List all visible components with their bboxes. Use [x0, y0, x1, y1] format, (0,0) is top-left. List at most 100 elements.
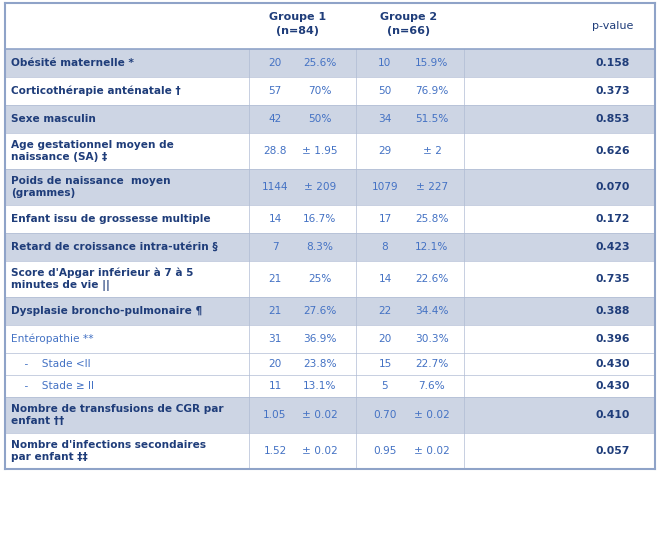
Bar: [5, 233, 655, 261]
Text: 13.1%: 13.1%: [303, 381, 337, 391]
Text: ± 2: ± 2: [422, 146, 442, 156]
Text: 30.3%: 30.3%: [415, 334, 449, 344]
Text: 36.9%: 36.9%: [303, 334, 337, 344]
Text: 0.70: 0.70: [374, 410, 397, 420]
Text: Groupe 1
(n=84): Groupe 1 (n=84): [269, 12, 326, 36]
Text: ± 0.02: ± 0.02: [414, 446, 450, 456]
Bar: [5, 297, 655, 325]
Text: 0.423: 0.423: [596, 242, 630, 252]
Text: ± 209: ± 209: [304, 182, 336, 192]
Text: 28.8: 28.8: [263, 146, 286, 156]
Text: 34: 34: [378, 114, 391, 124]
Text: 27.6%: 27.6%: [304, 306, 337, 316]
Text: 15: 15: [378, 359, 391, 369]
Text: Score d'Apgar inférieur à 7 à 5
minutes de vie ||: Score d'Apgar inférieur à 7 à 5 minutes …: [11, 268, 193, 291]
Text: Nombre d'infections secondaires
par enfant ‡‡: Nombre d'infections secondaires par enfa…: [11, 440, 206, 462]
Text: 51.5%: 51.5%: [415, 114, 449, 124]
Text: 8.3%: 8.3%: [306, 242, 333, 252]
Text: Poids de naissance  moyen
(grammes): Poids de naissance moyen (grammes): [11, 176, 171, 198]
Text: 7: 7: [272, 242, 279, 252]
Text: 0.626: 0.626: [596, 146, 630, 156]
Bar: [5, 49, 655, 77]
Text: 22.7%: 22.7%: [415, 359, 449, 369]
Text: 0.388: 0.388: [596, 306, 630, 316]
Text: Obésité maternelle *: Obésité maternelle *: [11, 58, 134, 68]
Text: ± 0.02: ± 0.02: [302, 410, 338, 420]
Text: 20: 20: [269, 58, 282, 68]
Bar: [5, 133, 655, 169]
Text: 25%: 25%: [308, 274, 332, 284]
Text: 70%: 70%: [308, 86, 332, 96]
Bar: [5, 353, 655, 375]
Text: 0.373: 0.373: [596, 86, 630, 96]
Bar: [5, 169, 655, 205]
Text: 23.8%: 23.8%: [303, 359, 337, 369]
Text: 1079: 1079: [372, 182, 399, 192]
Text: 11: 11: [269, 381, 282, 391]
Text: 17: 17: [378, 214, 391, 224]
Text: ± 1.95: ± 1.95: [302, 146, 338, 156]
Text: 1.05: 1.05: [263, 410, 286, 420]
Bar: [5, 105, 655, 133]
Text: ± 0.02: ± 0.02: [302, 446, 338, 456]
Text: 0.057: 0.057: [596, 446, 630, 456]
Text: 7.6%: 7.6%: [418, 381, 446, 391]
Bar: [5, 261, 655, 297]
Text: ± 227: ± 227: [416, 182, 448, 192]
Text: 0.430: 0.430: [596, 359, 630, 369]
Text: Nombre de transfusions de CGR par
enfant ††: Nombre de transfusions de CGR par enfant…: [11, 404, 224, 426]
Text: Dysplasie broncho-pulmonaire ¶: Dysplasie broncho-pulmonaire ¶: [11, 306, 202, 316]
Text: 15.9%: 15.9%: [415, 58, 449, 68]
Text: 57: 57: [269, 86, 282, 96]
Text: p-value: p-value: [592, 21, 634, 31]
Text: 0.396: 0.396: [596, 334, 630, 344]
Text: 50%: 50%: [308, 114, 332, 124]
Text: 0.172: 0.172: [596, 214, 630, 224]
Text: 0.95: 0.95: [374, 446, 397, 456]
Text: 8: 8: [381, 242, 388, 252]
Text: 31: 31: [269, 334, 282, 344]
Bar: [5, 397, 655, 433]
Text: 0.735: 0.735: [596, 274, 630, 284]
Text: 21: 21: [269, 306, 282, 316]
Text: Retard de croissance intra-utérin §: Retard de croissance intra-utérin §: [11, 242, 218, 252]
Text: 20: 20: [269, 359, 282, 369]
Text: 25.6%: 25.6%: [304, 58, 337, 68]
Text: Enfant issu de grossesse multiple: Enfant issu de grossesse multiple: [11, 214, 211, 224]
Text: -    Stade ≥ II: - Stade ≥ II: [11, 381, 94, 391]
Text: 14: 14: [378, 274, 391, 284]
Text: ± 0.02: ± 0.02: [414, 410, 450, 420]
Bar: [5, 433, 655, 469]
Text: Age gestationnel moyen de
naissance (SA) ‡: Age gestationnel moyen de naissance (SA)…: [11, 140, 174, 162]
Bar: [5, 375, 655, 397]
Text: 0.430: 0.430: [596, 381, 630, 391]
Text: 0.853: 0.853: [596, 114, 630, 124]
Bar: [5, 325, 655, 353]
Bar: [5, 3, 655, 49]
Text: 20: 20: [378, 334, 391, 344]
Text: 76.9%: 76.9%: [415, 86, 449, 96]
Text: Corticothérapie anténatale †: Corticothérapie anténatale †: [11, 86, 181, 96]
Text: 22: 22: [378, 306, 391, 316]
Text: 16.7%: 16.7%: [304, 214, 337, 224]
Text: 0.070: 0.070: [596, 182, 630, 192]
Text: 50: 50: [378, 86, 391, 96]
Text: 29: 29: [378, 146, 391, 156]
Text: Groupe 2
(n=66): Groupe 2 (n=66): [380, 12, 437, 36]
Text: Sexe masculin: Sexe masculin: [11, 114, 96, 124]
Text: Entéropathie **: Entéropathie **: [11, 334, 94, 344]
Bar: [5, 77, 655, 105]
Text: 25.8%: 25.8%: [415, 214, 449, 224]
Text: 14: 14: [269, 214, 282, 224]
Text: 34.4%: 34.4%: [415, 306, 449, 316]
Text: 21: 21: [269, 274, 282, 284]
Text: -    Stade <II: - Stade <II: [11, 359, 90, 369]
Text: 22.6%: 22.6%: [415, 274, 449, 284]
Text: 10: 10: [378, 58, 391, 68]
Text: 0.410: 0.410: [596, 410, 630, 420]
Text: 1.52: 1.52: [263, 446, 286, 456]
Bar: [5, 205, 655, 233]
Text: 12.1%: 12.1%: [415, 242, 449, 252]
Text: 5: 5: [381, 381, 388, 391]
Text: 1144: 1144: [262, 182, 288, 192]
